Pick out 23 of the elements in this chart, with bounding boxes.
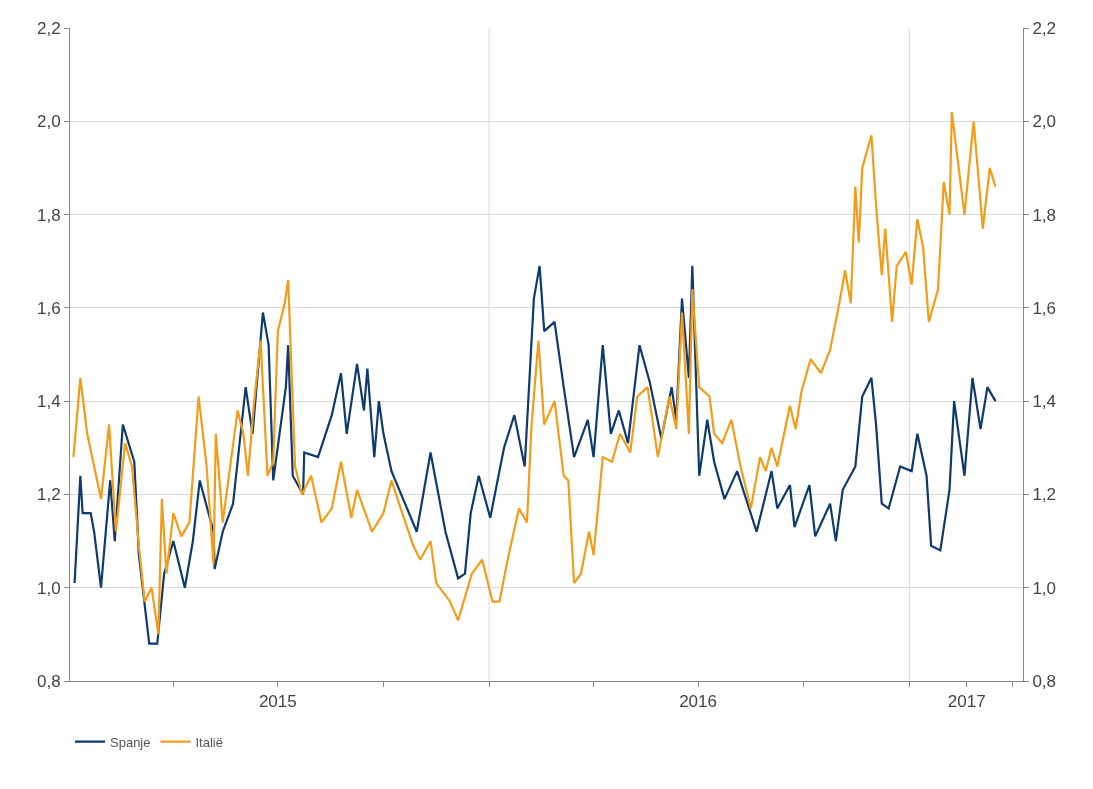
y-tick-label: 2,0 [36, 112, 61, 132]
y2-tick-label: 1,8 [1032, 205, 1057, 225]
legend-label: Spanje [110, 734, 151, 750]
y2-tick-label: 2,2 [1032, 18, 1057, 38]
x-tick-label: 2016 [679, 692, 717, 712]
y2-tick-label: 1,0 [1032, 578, 1057, 598]
line-series [72, 110, 997, 636]
y2-tick-label: 0,8 [1032, 671, 1057, 691]
y-tick-label: 1,0 [36, 578, 61, 598]
y-tick-label: 1,2 [36, 485, 61, 505]
y2-tick-label: 1,2 [1032, 485, 1057, 505]
y-tick-label: 1,6 [36, 298, 61, 318]
y2-tick-label: 1,4 [1032, 392, 1057, 412]
y-tick-label: 1,8 [36, 205, 61, 225]
legend-label: Italië [195, 734, 223, 750]
y2-tick-label: 2,0 [1032, 112, 1057, 132]
y-tick-label: 1,4 [36, 392, 61, 412]
x-tick-label: 2015 [258, 692, 297, 712]
x-tick-label: 2017 [947, 692, 986, 712]
y2-tick-label: 1,6 [1032, 298, 1057, 318]
y-tick-label: 0,8 [36, 671, 61, 691]
y-tick-label: 2,2 [36, 18, 61, 38]
line-series [73, 264, 997, 645]
